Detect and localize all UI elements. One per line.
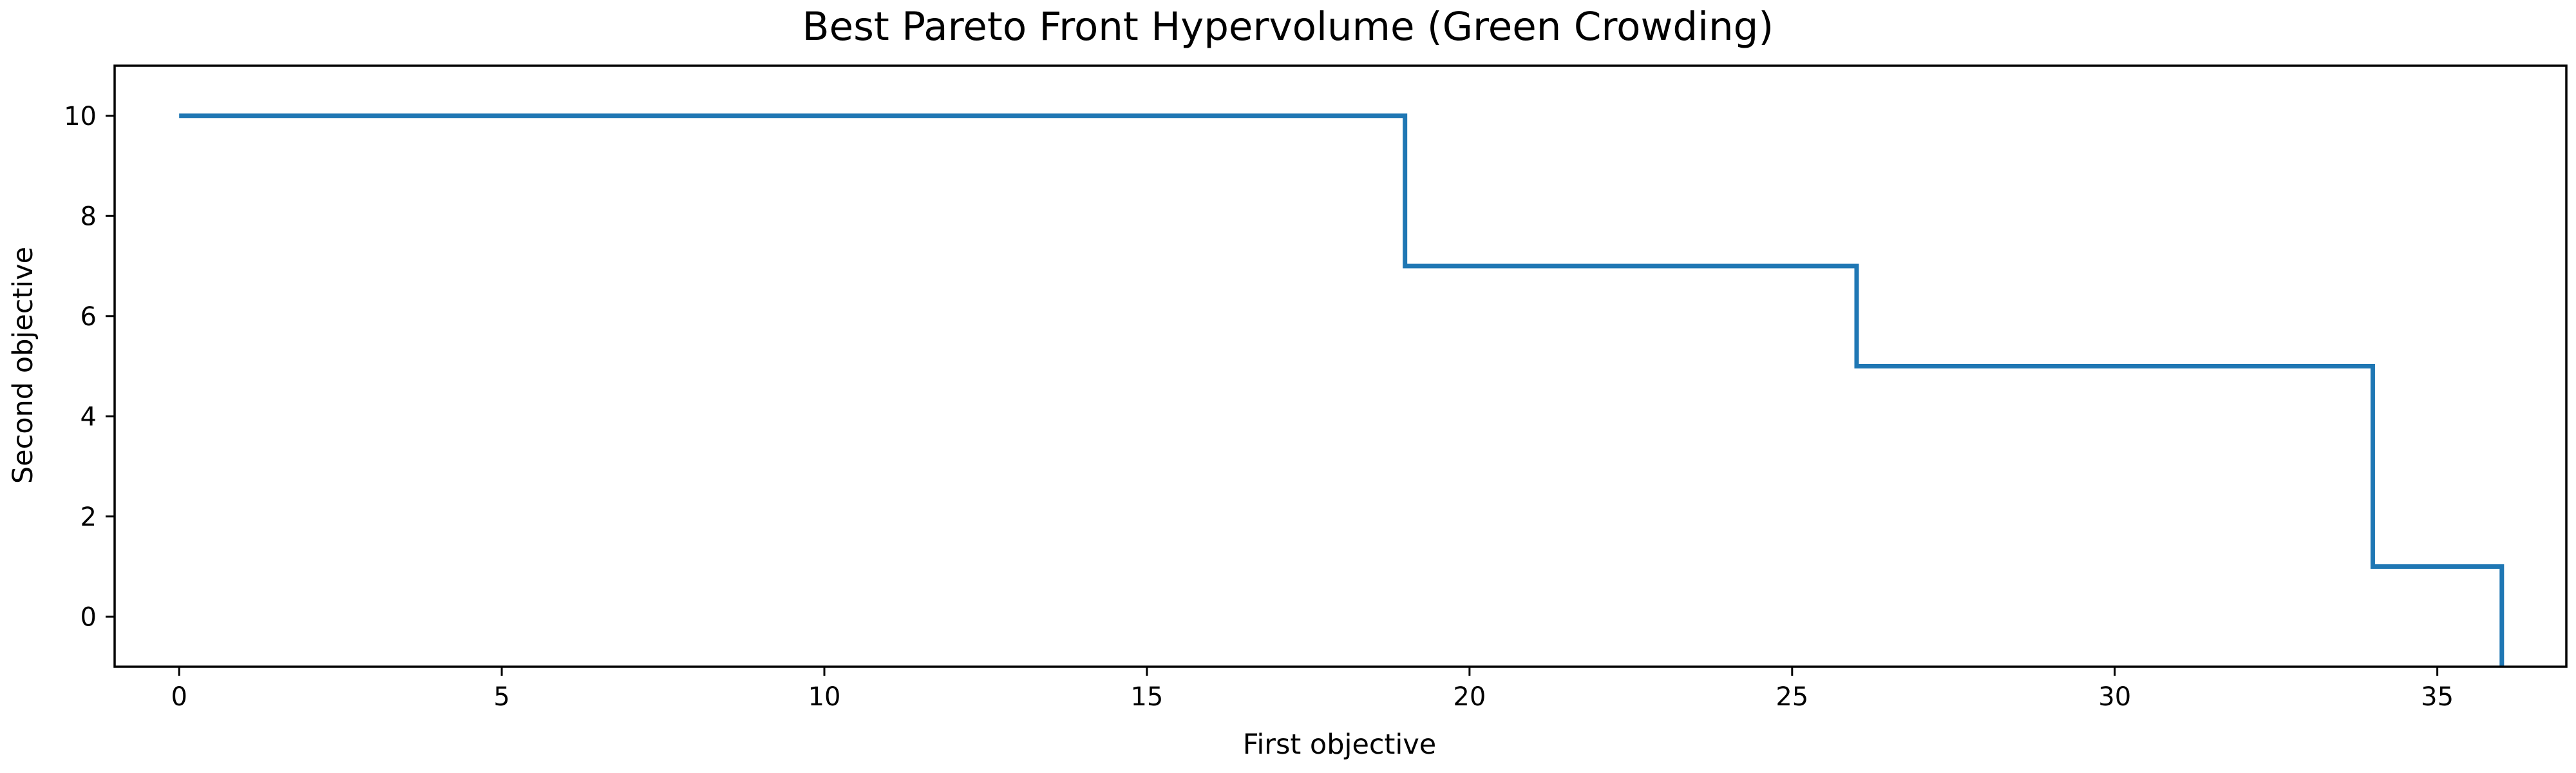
y-tick-label: 10 [64,102,97,131]
y-tick-label: 6 [80,302,97,332]
x-axis-label: First objective [1243,729,1437,761]
x-tick-label: 0 [171,682,187,712]
x-tick-label: 25 [1776,682,1808,712]
y-tick-label: 0 [80,602,97,632]
y-tick-label: 4 [80,402,97,432]
y-tick-label: 8 [80,202,97,231]
x-tick-label: 5 [493,682,509,712]
series-line [179,113,2505,667]
axes-frame [113,64,2568,668]
plot-area [113,64,2568,668]
y-tick-label: 2 [80,502,97,532]
y-axis-label: Second objective [7,247,39,484]
chart-title: Best Pareto Front Hypervolume (Green Cro… [802,4,1774,50]
x-axis-ticks: 0 5 10 15 20 25 30 35 [171,667,2454,712]
x-tick-label: 10 [808,682,841,712]
x-tick-label: 15 [1130,682,1163,712]
x-tick-label: 20 [1453,682,1486,712]
y-axis-ticks: 0 2 4 6 8 10 [64,102,115,632]
x-tick-label: 35 [2421,682,2454,712]
x-tick-label: 30 [2098,682,2131,712]
